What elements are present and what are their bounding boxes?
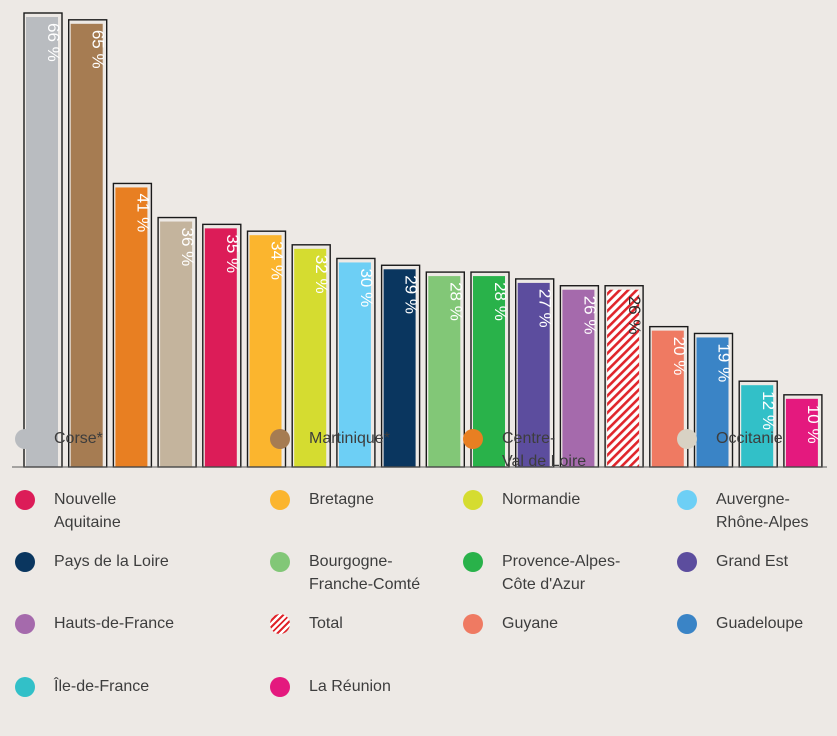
bar: [338, 262, 371, 467]
bar-group: 30 %: [336, 257, 376, 468]
bar-group: 10 %: [783, 394, 823, 468]
bar-group: 26 %: [559, 285, 599, 468]
bar-data-label: 65 %: [89, 30, 108, 69]
bar-group: 66 %: [23, 12, 63, 468]
bar-data-label: 26 %: [625, 296, 644, 335]
bar: [785, 398, 818, 467]
bar-data-label: 41 %: [133, 193, 152, 232]
bar: [70, 23, 103, 468]
bar: [115, 187, 148, 468]
bar: [249, 235, 282, 467]
bar-data-label: 26 %: [580, 296, 599, 335]
bar: [517, 282, 550, 467]
bar-group: 27 %: [515, 278, 555, 468]
bar-group: 28 %: [425, 271, 465, 468]
bar-group: 12 %: [738, 380, 778, 468]
bar-data-label: 32 %: [312, 255, 331, 294]
bar: [696, 337, 729, 467]
bar-data-label: 35 %: [223, 234, 242, 273]
bar-data-label: 28 %: [491, 282, 510, 321]
bar-data-label: 66 %: [44, 23, 63, 62]
bar-data-label: 12 %: [759, 391, 778, 430]
bar: [428, 276, 461, 467]
bars-layer: 66 % 65 % 41 % 36 % 35 % 34 % 32 % 30 % 29 % 28 %…: [23, 12, 823, 468]
bar: [204, 228, 237, 467]
bar-group: 28 %: [470, 271, 510, 468]
bar-data-label: 36 %: [178, 228, 197, 267]
bar-group: 32 %: [291, 244, 331, 468]
bar-data-label: 34 %: [268, 241, 287, 280]
bar-group: 35 %: [202, 223, 242, 468]
bar-data-label: 30 %: [357, 268, 376, 307]
bar: [294, 248, 327, 467]
bar: [741, 385, 774, 467]
bar: [383, 269, 416, 467]
bar-data-label: 19 %: [715, 343, 734, 382]
bar-group: 29 %: [380, 264, 421, 468]
bar: [562, 289, 595, 467]
bar-data-label: 29 %: [402, 275, 421, 314]
bar-data-label: 10 %: [804, 405, 823, 444]
bar-data-label: 28 %: [446, 282, 465, 321]
bar-group: 26 %: [604, 285, 644, 468]
bar-group: 36 %: [157, 216, 197, 468]
bar: [26, 17, 58, 467]
bar-group: 20 %: [649, 325, 689, 468]
bar-group: 19 %: [693, 332, 734, 468]
bar-group: 41 %: [112, 182, 152, 468]
bar-data-label: 27 %: [536, 289, 555, 328]
bar-group: 65 %: [67, 19, 108, 468]
bar-group: 34 %: [246, 230, 287, 468]
bar: [607, 289, 640, 467]
bar: [160, 221, 193, 467]
bar-data-label: 20 %: [670, 337, 689, 376]
